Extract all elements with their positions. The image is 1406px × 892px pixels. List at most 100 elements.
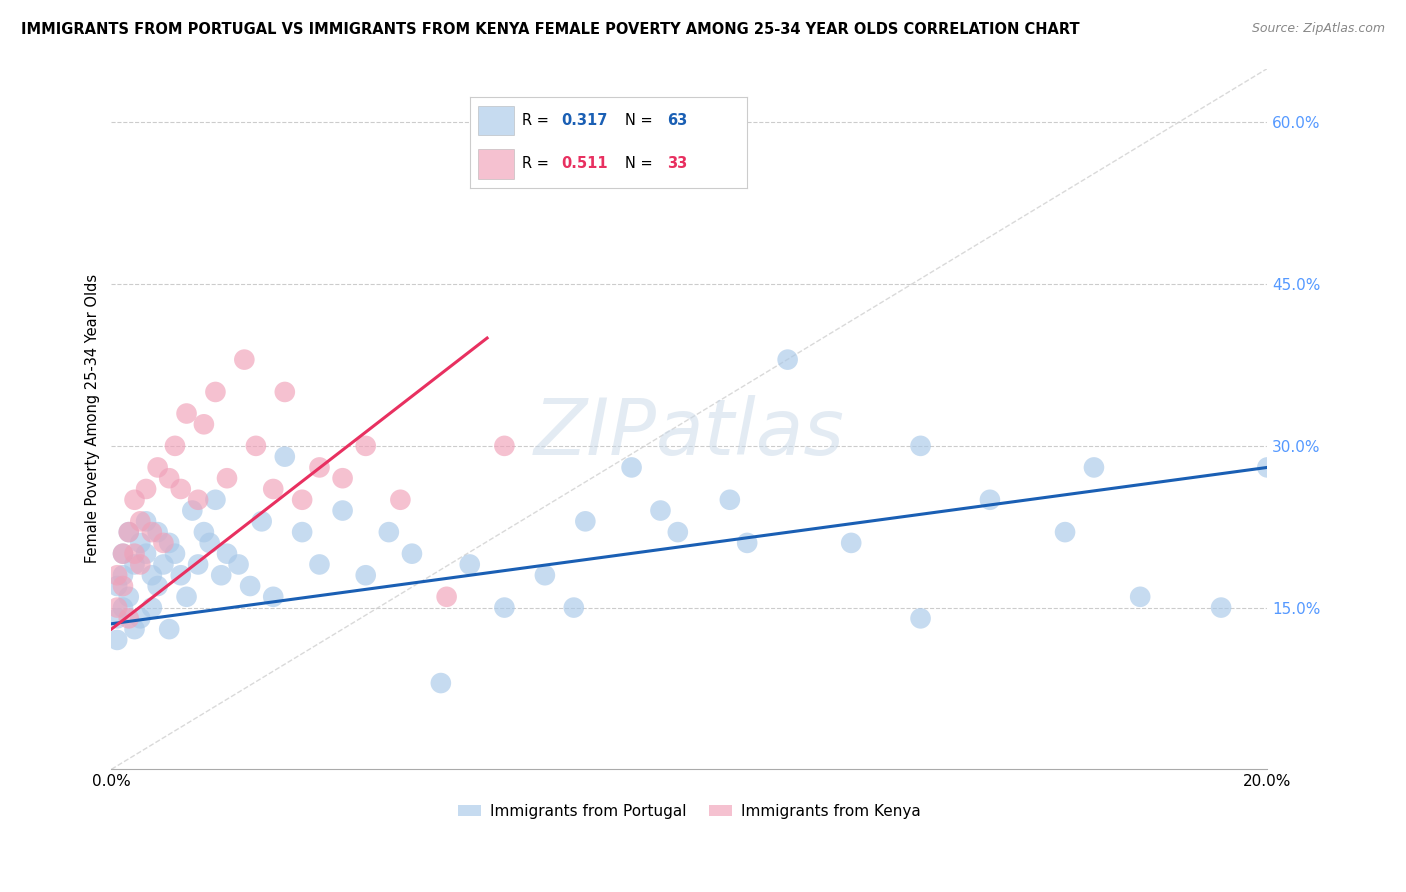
Point [105,600,128,615]
Point [105,611,128,625]
Point [163,439,186,453]
Point [839,536,862,550]
Point [332,503,354,517]
Point [129,514,152,528]
Point [308,460,330,475]
Point [181,503,204,517]
Point [111,547,134,561]
Point [187,558,209,572]
Point [1054,525,1077,540]
Point [262,590,284,604]
Point [378,525,401,540]
Point [215,471,238,485]
Point [354,439,377,453]
Point [111,579,134,593]
Point [152,558,174,572]
Point [274,450,297,464]
Point [157,622,180,636]
Point [215,547,238,561]
Point [1083,460,1105,475]
Point [534,568,557,582]
Point [146,525,169,540]
Point [198,536,221,550]
Point [118,590,141,604]
Point [436,590,458,604]
Point [111,600,134,615]
Point [291,492,314,507]
Point [170,482,193,496]
Point [291,525,314,540]
Point [124,622,146,636]
Point [129,536,152,550]
Point [354,568,377,582]
Point [118,525,141,540]
Point [332,471,354,485]
Text: IMMIGRANTS FROM PORTUGAL VS IMMIGRANTS FROM KENYA FEMALE POVERTY AMONG 25-34 YEA: IMMIGRANTS FROM PORTUGAL VS IMMIGRANTS F… [21,22,1080,37]
Point [105,632,128,647]
Point [574,514,596,528]
Point [910,611,932,625]
Point [308,558,330,572]
Point [262,482,284,496]
Point [124,547,146,561]
Point [1209,600,1232,615]
Point [233,352,256,367]
Point [910,439,932,453]
Point [274,384,297,399]
Point [776,352,799,367]
Point [228,558,250,572]
Point [111,568,134,582]
Point [193,525,215,540]
Y-axis label: Female Poverty Among 25-34 Year Olds: Female Poverty Among 25-34 Year Olds [86,275,100,564]
Point [157,471,180,485]
Point [620,460,643,475]
Point [204,384,226,399]
Point [135,514,157,528]
Point [718,492,741,507]
Point [124,492,146,507]
Point [118,525,141,540]
Point [1129,590,1152,604]
Legend: Immigrants from Portugal, Immigrants from Kenya: Immigrants from Portugal, Immigrants fro… [451,797,927,825]
Point [401,547,423,561]
Point [111,547,134,561]
Text: Source: ZipAtlas.com: Source: ZipAtlas.com [1251,22,1385,36]
Point [129,611,152,625]
Point [170,568,193,582]
Point [458,558,481,572]
Point [204,492,226,507]
Point [389,492,412,507]
Point [152,536,174,550]
Point [146,460,169,475]
Point [105,568,128,582]
Point [105,579,128,593]
Point [118,611,141,625]
Point [141,568,163,582]
Point [141,600,163,615]
Point [124,558,146,572]
Point [176,590,198,604]
Point [163,547,186,561]
Point [135,547,157,561]
Point [666,525,689,540]
Point [979,492,1001,507]
Point [187,492,209,507]
Point [735,536,758,550]
Point [562,600,585,615]
Point [650,503,672,517]
Point [494,600,516,615]
Point [193,417,215,432]
Point [176,407,198,421]
Point [146,579,169,593]
Point [157,536,180,550]
Point [129,558,152,572]
Point [135,482,157,496]
Point [430,676,453,690]
Point [250,514,273,528]
Point [141,525,163,540]
Point [494,439,516,453]
Text: ZIPatlas: ZIPatlas [534,395,845,471]
Point [239,579,262,593]
Point [209,568,232,582]
Point [245,439,267,453]
